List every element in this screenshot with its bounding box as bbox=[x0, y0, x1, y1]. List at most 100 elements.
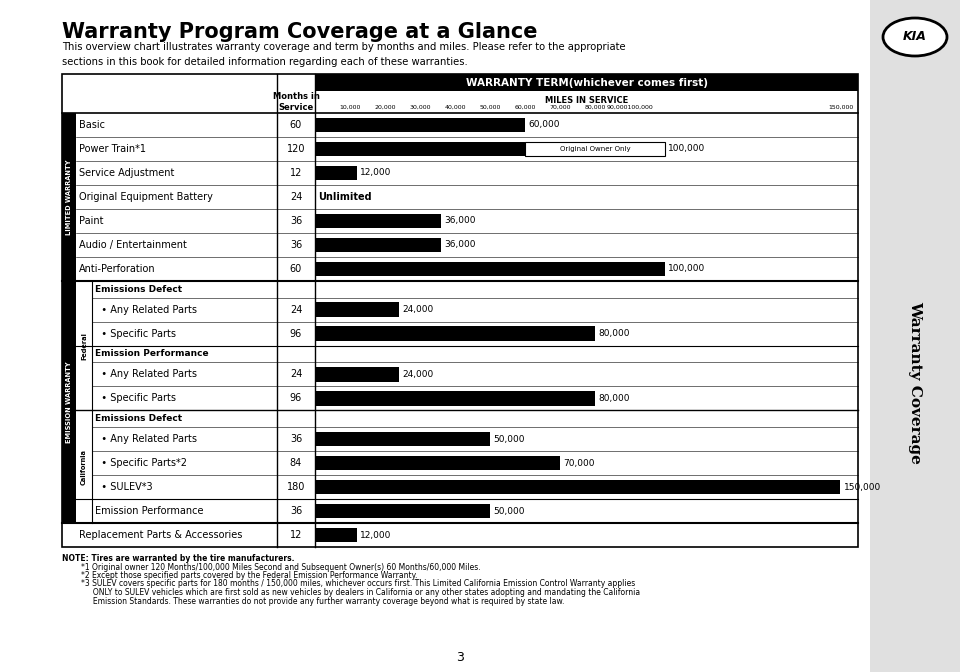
Text: This overview chart illustrates warranty coverage and term by months and miles. : This overview chart illustrates warranty… bbox=[62, 42, 626, 67]
Text: 36: 36 bbox=[290, 240, 302, 250]
Text: Replacement Parts & Accessories: Replacement Parts & Accessories bbox=[79, 530, 242, 540]
Text: 12,000: 12,000 bbox=[360, 169, 392, 177]
Text: 50,000: 50,000 bbox=[493, 507, 525, 515]
Text: 20,000: 20,000 bbox=[374, 105, 396, 110]
Text: 36: 36 bbox=[290, 506, 302, 516]
Bar bbox=[315, 74, 858, 91]
Text: 80,000: 80,000 bbox=[598, 394, 630, 403]
Text: 70,000: 70,000 bbox=[564, 458, 595, 468]
Bar bbox=[870, 0, 960, 672]
Text: Warranty Program Coverage at a Glance: Warranty Program Coverage at a Glance bbox=[62, 22, 538, 42]
Text: Federal: Federal bbox=[81, 332, 87, 360]
Text: Anti-Perforation: Anti-Perforation bbox=[79, 264, 156, 274]
Text: 84: 84 bbox=[290, 458, 302, 468]
Text: WARRANTY TERM(whichever comes first): WARRANTY TERM(whichever comes first) bbox=[466, 77, 708, 87]
Bar bbox=[315, 238, 441, 252]
Text: 36: 36 bbox=[290, 434, 302, 444]
Text: 3: 3 bbox=[456, 651, 464, 664]
Bar bbox=[76, 411, 92, 523]
Bar bbox=[315, 118, 525, 132]
Text: 120: 120 bbox=[287, 144, 305, 154]
Ellipse shape bbox=[883, 18, 947, 56]
Text: *3 SULEV covers specific parts for 180 months / 150,000 miles, whichever occurs : *3 SULEV covers specific parts for 180 m… bbox=[62, 579, 636, 589]
Text: • Specific Parts: • Specific Parts bbox=[95, 329, 176, 339]
Text: Paint: Paint bbox=[79, 216, 104, 226]
Text: 80,000: 80,000 bbox=[598, 329, 630, 338]
Text: • Specific Parts*2: • Specific Parts*2 bbox=[95, 458, 187, 468]
Text: 12,000: 12,000 bbox=[360, 530, 392, 540]
Text: EMISSION WARRANTY: EMISSION WARRANTY bbox=[66, 361, 72, 443]
Text: 36,000: 36,000 bbox=[444, 216, 475, 225]
Text: 40,000: 40,000 bbox=[444, 105, 466, 110]
Text: • Any Related Parts: • Any Related Parts bbox=[95, 370, 197, 380]
Text: LIMITED WARRANTY: LIMITED WARRANTY bbox=[66, 159, 72, 235]
Text: 60: 60 bbox=[290, 120, 302, 130]
Text: 24: 24 bbox=[290, 370, 302, 380]
Text: Original Owner Only: Original Owner Only bbox=[560, 146, 631, 152]
Bar bbox=[315, 302, 399, 317]
Text: 96: 96 bbox=[290, 329, 302, 339]
Text: Emissions Defect: Emissions Defect bbox=[95, 414, 182, 423]
Text: NOTE: Tires are warranted by the tire manufacturers.: NOTE: Tires are warranted by the tire ma… bbox=[62, 554, 295, 563]
Bar bbox=[315, 456, 561, 470]
Text: 10,000: 10,000 bbox=[339, 105, 361, 110]
Text: 30,000: 30,000 bbox=[409, 105, 431, 110]
Text: 96: 96 bbox=[290, 393, 302, 403]
Text: 70,000: 70,000 bbox=[549, 105, 571, 110]
Bar bbox=[62, 113, 76, 281]
Text: KIA: KIA bbox=[903, 30, 927, 44]
Text: *2 Except those specified parts covered by the Federal Emission Performance Warr: *2 Except those specified parts covered … bbox=[62, 571, 418, 580]
Bar bbox=[315, 480, 841, 494]
Bar bbox=[315, 327, 595, 341]
Text: 24: 24 bbox=[290, 304, 302, 314]
Text: 50,000: 50,000 bbox=[493, 435, 525, 444]
Text: 24,000: 24,000 bbox=[402, 370, 433, 379]
Text: Months in
Service: Months in Service bbox=[273, 92, 320, 112]
Text: 50,000: 50,000 bbox=[479, 105, 501, 110]
Text: 180: 180 bbox=[287, 482, 305, 492]
Text: California: California bbox=[81, 449, 87, 485]
Text: Emission Performance: Emission Performance bbox=[95, 506, 204, 516]
Text: 150,000: 150,000 bbox=[828, 105, 853, 110]
Bar bbox=[315, 528, 357, 542]
Text: Emission Performance: Emission Performance bbox=[95, 349, 208, 358]
Bar bbox=[76, 281, 92, 411]
Text: Basic: Basic bbox=[79, 120, 105, 130]
Text: 60,000: 60,000 bbox=[515, 105, 536, 110]
Text: • Any Related Parts: • Any Related Parts bbox=[95, 304, 197, 314]
Text: 100,000: 100,000 bbox=[668, 144, 706, 153]
Bar bbox=[315, 432, 491, 446]
Bar bbox=[315, 391, 595, 405]
Text: Power Train*1: Power Train*1 bbox=[79, 144, 146, 154]
Text: Emissions Defect: Emissions Defect bbox=[95, 285, 182, 294]
Bar bbox=[315, 367, 399, 382]
Text: 90,000100,000: 90,000100,000 bbox=[607, 105, 654, 110]
Text: Warranty Coverage: Warranty Coverage bbox=[908, 300, 922, 464]
Text: 60: 60 bbox=[290, 264, 302, 274]
Bar bbox=[315, 214, 441, 228]
Text: • SULEV*3: • SULEV*3 bbox=[95, 482, 153, 492]
Bar bbox=[315, 166, 357, 180]
Text: 12: 12 bbox=[290, 168, 302, 178]
Bar bbox=[315, 504, 491, 518]
Text: *1 Original owner 120 Months/100,000 Miles Second and Subsequent Owner(s) 60 Mon: *1 Original owner 120 Months/100,000 Mil… bbox=[62, 562, 481, 571]
Text: 36: 36 bbox=[290, 216, 302, 226]
Text: Emission Standards. These warranties do not provide any further warranty coverag: Emission Standards. These warranties do … bbox=[62, 597, 564, 605]
Bar bbox=[525, 142, 665, 156]
Text: 24: 24 bbox=[290, 192, 302, 202]
Bar bbox=[62, 281, 76, 523]
Bar bbox=[62, 74, 858, 547]
Text: Original Equipment Battery: Original Equipment Battery bbox=[79, 192, 213, 202]
Text: 12: 12 bbox=[290, 530, 302, 540]
Text: 100,000: 100,000 bbox=[668, 264, 706, 274]
Text: 80,000: 80,000 bbox=[585, 105, 606, 110]
Text: ONLY to SULEV vehicles which are first sold as new vehicles by dealers in Califo: ONLY to SULEV vehicles which are first s… bbox=[62, 588, 640, 597]
Text: Audio / Entertainment: Audio / Entertainment bbox=[79, 240, 187, 250]
Text: 24,000: 24,000 bbox=[402, 305, 433, 314]
Text: • Specific Parts: • Specific Parts bbox=[95, 393, 176, 403]
Text: Service Adjustment: Service Adjustment bbox=[79, 168, 175, 178]
Text: Unlimited: Unlimited bbox=[318, 192, 372, 202]
Bar bbox=[315, 261, 665, 276]
Bar bbox=[315, 142, 665, 156]
Text: • Any Related Parts: • Any Related Parts bbox=[95, 434, 197, 444]
